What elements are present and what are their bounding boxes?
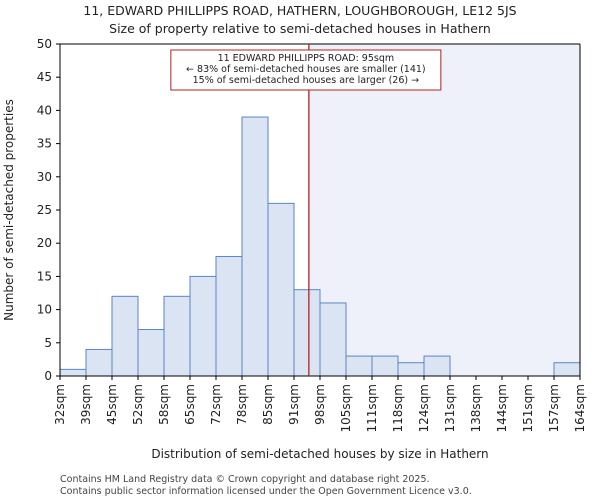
y-tick-label: 35	[37, 137, 52, 151]
x-tick-label: 124sqm	[417, 384, 431, 432]
x-tick-label: 144sqm	[495, 384, 509, 432]
bar[interactable]	[319, 302, 347, 377]
y-tick-label: 25	[37, 203, 52, 217]
x-tick-label: 78sqm	[235, 384, 249, 425]
bar[interactable]	[215, 255, 243, 377]
bar[interactable]	[85, 348, 113, 377]
x-tick-label: 52sqm	[131, 384, 145, 425]
y-tick-label: 45	[37, 70, 52, 84]
x-tick-label: 138sqm	[469, 384, 483, 432]
x-tick-label: 72sqm	[209, 384, 223, 425]
bar[interactable]	[163, 295, 191, 377]
y-tick-label: 40	[37, 103, 52, 117]
y-tick-label: 15	[37, 269, 52, 283]
x-tick-label: 58sqm	[157, 384, 171, 425]
y-tick-label: 50	[37, 37, 52, 51]
bar[interactable]	[59, 368, 87, 377]
bar[interactable]	[553, 362, 581, 377]
plot-area: 0 5 10 15 20 25 30 35 40 45 50 32sqm 39sqm 45sqm 52sqm…	[37, 37, 587, 432]
bar[interactable]	[241, 116, 269, 377]
bar[interactable]	[293, 289, 321, 377]
x-tick-label: 32sqm	[53, 384, 67, 425]
footer-line-1: Contains HM Land Registry data © Crown c…	[60, 474, 430, 485]
y-axis-label: Number of semi-detached properties	[2, 99, 16, 321]
x-tick-label: 111sqm	[365, 384, 379, 432]
bar[interactable]	[111, 295, 139, 377]
annotation-line-3: 15% of semi-detached houses are larger (…	[193, 75, 420, 86]
y-tick-label: 30	[37, 170, 52, 184]
y-tick-label: 0	[44, 369, 52, 383]
x-tick-label: 39sqm	[79, 384, 93, 425]
bar[interactable]	[345, 355, 373, 377]
x-tick-label: 85sqm	[261, 384, 275, 425]
x-tick-label: 91sqm	[287, 384, 301, 425]
y-tick-label: 5	[44, 336, 52, 350]
bar[interactable]	[371, 355, 399, 377]
larger-region-shade	[308, 44, 580, 376]
bar[interactable]	[267, 202, 295, 377]
annotation-line-2: ← 83% of semi-detached houses are smalle…	[186, 64, 426, 75]
x-tick-label: 164sqm	[573, 384, 587, 432]
y-tick-label: 10	[37, 303, 52, 317]
bar[interactable]	[137, 329, 165, 377]
y-tick-label: 20	[37, 236, 52, 250]
x-tick-label: 65sqm	[183, 384, 197, 425]
x-tick-label: 157sqm	[547, 384, 561, 432]
chart-subtitle: Size of property relative to semi-detach…	[109, 21, 491, 36]
x-axis-label: Distribution of semi-detached houses by …	[151, 447, 488, 461]
bar[interactable]	[397, 362, 425, 377]
annotation-box	[170, 49, 442, 91]
footer-line-2: Contains public sector information licen…	[60, 486, 472, 497]
x-tick-label: 118sqm	[391, 384, 405, 432]
x-tick-label: 105sqm	[339, 384, 353, 432]
annotation-line-1: 11 EDWARD PHILLIPPS ROAD: 95sqm	[218, 53, 395, 64]
x-tick-label: 131sqm	[443, 384, 457, 432]
bar[interactable]	[189, 275, 217, 377]
x-tick-label: 98sqm	[313, 384, 327, 425]
x-tick-label: 151sqm	[521, 384, 535, 432]
chart-title: 11, EDWARD PHILLIPPS ROAD, HATHERN, LOUG…	[83, 3, 516, 18]
x-tick-label: 45sqm	[105, 384, 119, 425]
bar[interactable]	[423, 355, 451, 377]
